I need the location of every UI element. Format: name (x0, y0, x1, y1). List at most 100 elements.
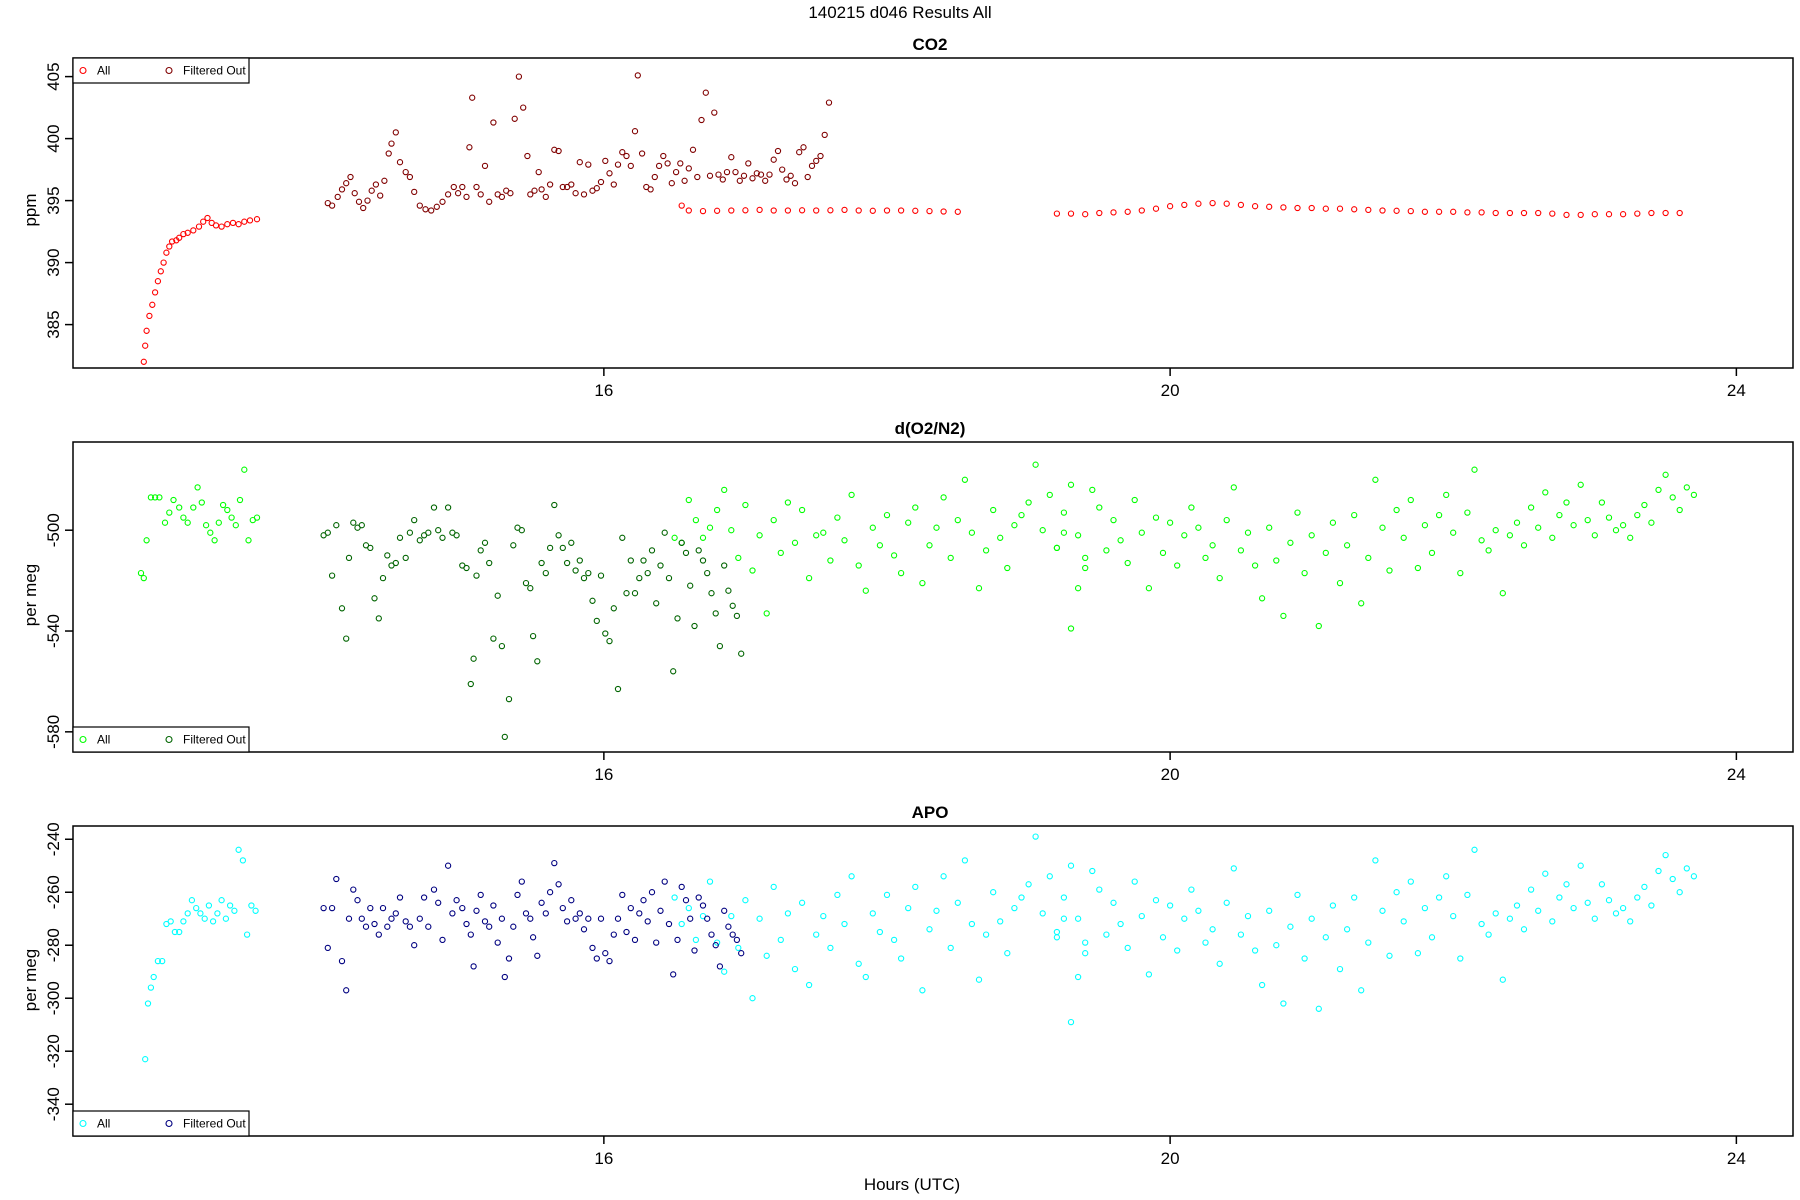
data-point (692, 516, 700, 524)
legend-label: All (97, 64, 110, 78)
data-point (660, 152, 667, 160)
data-point (1237, 547, 1245, 554)
data-point (651, 173, 658, 181)
data-point (1273, 942, 1280, 949)
data-point (1223, 516, 1230, 524)
data-point (1506, 915, 1514, 922)
data-point (371, 595, 378, 602)
data-point (144, 1000, 152, 1007)
data-point (1266, 524, 1273, 531)
data-point (1216, 574, 1223, 582)
data-point (685, 496, 692, 504)
data-point (1096, 504, 1103, 511)
data-point (664, 160, 671, 167)
data-point (1676, 209, 1683, 217)
data-point (798, 899, 806, 906)
data-point (721, 968, 728, 975)
data-point (1258, 981, 1266, 989)
legend-label: Filtered Out (183, 733, 246, 747)
data-point (855, 562, 862, 569)
data-point (354, 897, 361, 904)
data-point (848, 873, 855, 880)
y-tick-label: -260 (44, 875, 63, 909)
data-point (954, 516, 961, 524)
data-point (1577, 481, 1584, 488)
data-point (623, 928, 630, 936)
y-tick-label: -280 (44, 928, 63, 962)
data-point (1004, 564, 1011, 572)
data-point (897, 207, 905, 214)
data-point (711, 109, 718, 116)
data-point (1074, 532, 1082, 539)
data-point (439, 198, 446, 205)
data-point (682, 897, 690, 904)
x-tick-label: 16 (594, 1149, 613, 1168)
data-point (728, 912, 735, 920)
data-point (756, 532, 763, 539)
data-point (774, 147, 782, 155)
data-point (1634, 894, 1641, 901)
data-point (678, 202, 685, 209)
data-point (636, 574, 643, 582)
data-point (1542, 489, 1549, 496)
data-point (817, 152, 824, 160)
data-point (706, 878, 714, 885)
data-point (692, 936, 700, 944)
data-point (140, 358, 147, 365)
data-point (498, 193, 506, 201)
data-point (947, 944, 954, 952)
data-point (420, 894, 428, 901)
data-point (753, 170, 760, 177)
panel-apo: APO per meg 16 20 24 -240 -260 -280 -300 -320 -3… (21, 803, 1794, 1168)
data-point (1520, 542, 1528, 549)
data-point (1471, 466, 1478, 473)
data-point (248, 902, 255, 909)
data-point (453, 897, 460, 904)
data-point (593, 617, 600, 625)
data-point (235, 846, 242, 853)
data-point (1138, 207, 1145, 214)
legend-label: Filtered Out (183, 1117, 246, 1131)
data-point (190, 227, 197, 234)
data-point (1230, 865, 1237, 872)
data-point (1619, 904, 1627, 912)
plot-frame (72, 825, 1794, 1137)
x-tick-label: 16 (594, 765, 613, 784)
data-point (473, 183, 480, 191)
data-point (1549, 210, 1556, 217)
data-point (661, 878, 668, 885)
data-point (151, 289, 159, 296)
data-point (1287, 539, 1294, 546)
data-point (1209, 542, 1216, 549)
data-point (1096, 886, 1103, 893)
data-point (1089, 486, 1096, 494)
data-point (1535, 209, 1542, 217)
data-point (933, 524, 940, 531)
data-point (232, 522, 239, 529)
data-point (510, 923, 517, 930)
data-point (1549, 534, 1556, 541)
data-point (890, 936, 898, 944)
data-point (534, 952, 541, 959)
x-tick-label: 16 (594, 381, 613, 400)
data-point (674, 936, 681, 944)
data-point (1138, 529, 1145, 536)
data-point (834, 514, 841, 521)
data-point (1336, 965, 1344, 973)
data-point (572, 567, 579, 574)
data-point (542, 193, 549, 201)
data-point (1067, 625, 1075, 632)
data-point (490, 635, 497, 642)
data-point (691, 947, 698, 954)
data-point (644, 569, 651, 577)
data-point (597, 572, 605, 579)
data-point (180, 918, 187, 925)
legend: All Filtered Out (72, 1110, 250, 1137)
data-point (529, 934, 537, 941)
data-point (498, 915, 506, 922)
data-point (1542, 870, 1549, 877)
y-tick-label: -300 (44, 981, 63, 1015)
data-point (467, 680, 474, 688)
data-point (150, 973, 157, 981)
data-point (411, 942, 418, 949)
